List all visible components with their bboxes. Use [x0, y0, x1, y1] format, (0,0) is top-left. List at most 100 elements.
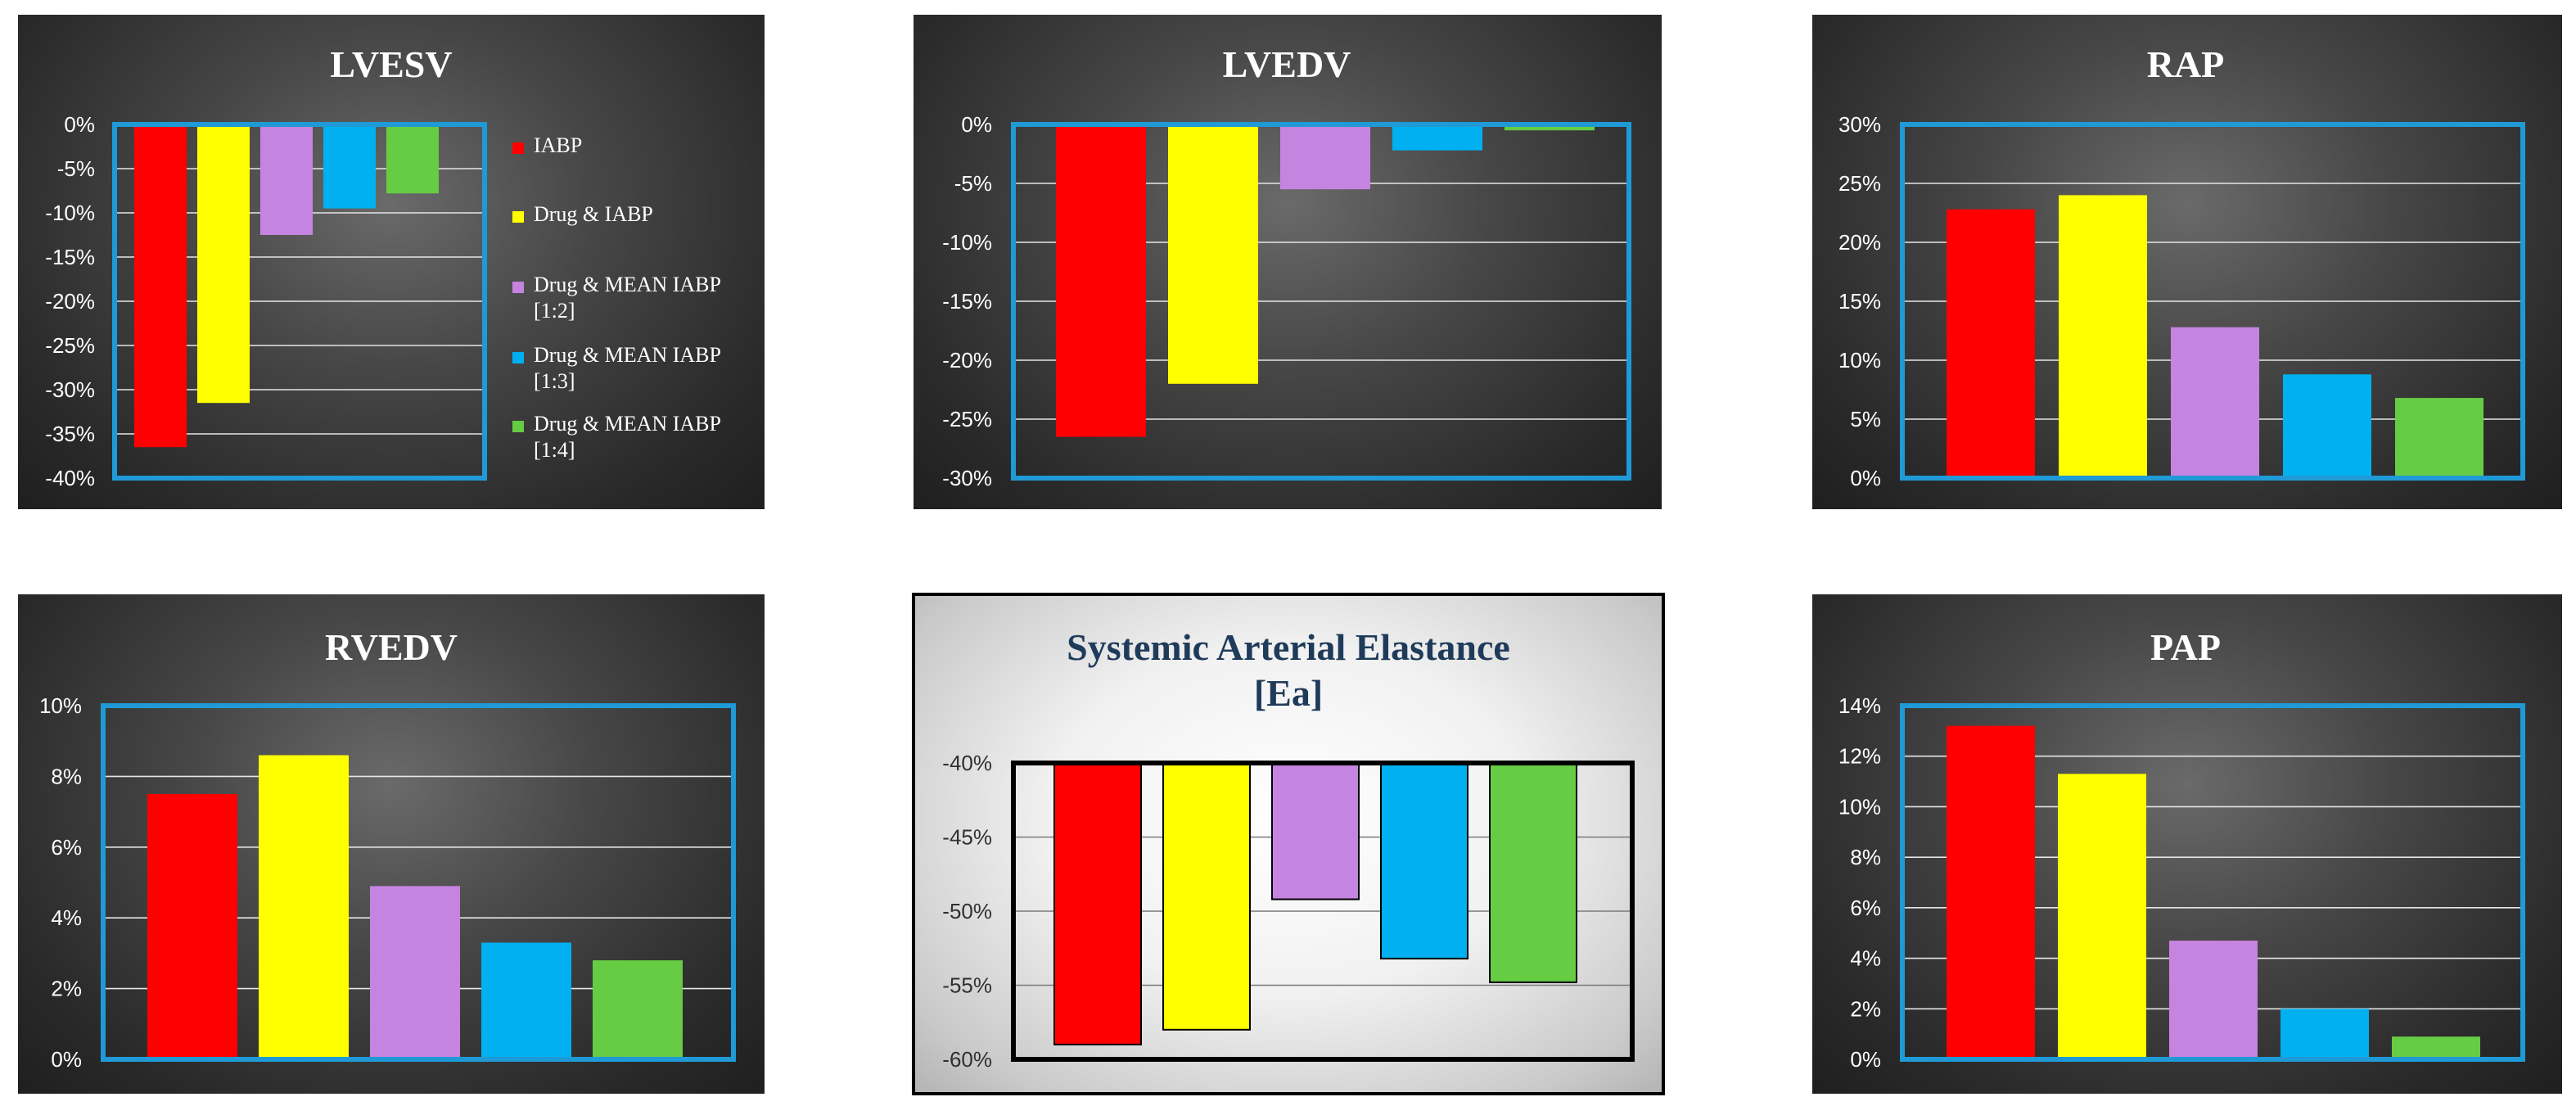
- lvesv-chart: LVESV 0% -5% -10% -15% -20% -25% -30% -35% -40% IA…: [45, 43, 721, 490]
- pap-chart-title: PAP: [2150, 626, 2221, 668]
- rvedv-y-tick-label: 4%: [51, 905, 82, 930]
- rvedv-bar-5: [593, 960, 683, 1059]
- ea-y-tick-label: -60%: [942, 1047, 992, 1072]
- pap-y-tick-label: 6%: [1850, 896, 1881, 920]
- lvesv-y-tick-label: -25%: [45, 333, 95, 358]
- rvedv-chart-title: RVEDV: [325, 626, 458, 668]
- lvedv-chart-title: LVEDV: [1223, 43, 1351, 85]
- ea-chart-title: Systemic Arterial Elastance: [1067, 626, 1510, 668]
- rap-y-tick-label: 5%: [1850, 407, 1881, 431]
- pap-y-tick-label: 10%: [1838, 794, 1881, 819]
- ea-bar-5: [1489, 762, 1577, 983]
- ea-bar-4: [1380, 762, 1468, 959]
- ea-chart-panel: Systemic Arterial Elastance [Ea] -40% -45% -…: [912, 593, 1665, 1095]
- lvesv-legend-label-4: [1:3]: [534, 369, 575, 393]
- lvedv-y-tick-label: -25%: [942, 407, 992, 431]
- pap-y-tick-label: 14%: [1838, 693, 1881, 718]
- ea-y-tick-label: -55%: [942, 973, 992, 998]
- pap-chart-panel: PAP 0% 2% 4% 6% 8% 10% 12% 14%: [1812, 594, 2562, 1094]
- ea-plot-frame: [1011, 761, 1635, 1062]
- pap-bar-2: [2058, 774, 2146, 1059]
- lvesv-legend-label-4: Drug & MEAN IABP: [534, 343, 721, 367]
- rap-y-tick-label: 0%: [1850, 466, 1881, 490]
- rap-bar-2: [2059, 195, 2147, 478]
- rvedv-bar-1: [147, 794, 237, 1059]
- rvedv-y-tick-label: 8%: [51, 764, 82, 788]
- lvesv-legend-swatch-4: [512, 352, 524, 363]
- lvesv-y-tick-label: -40%: [45, 466, 95, 490]
- pap-bar-5: [2392, 1036, 2480, 1059]
- rap-y-tick-label: 25%: [1838, 171, 1881, 196]
- ea-y-tick-label: -45%: [942, 825, 992, 850]
- lvedv-bar-1: [1056, 124, 1146, 437]
- pap-bar-4: [2281, 1009, 2369, 1059]
- pap-bar-1: [1947, 725, 2035, 1059]
- rap-plot-frame: [1900, 122, 2525, 481]
- lvesv-bar-3: [260, 124, 313, 235]
- lvesv-legend-label-5: [1:4]: [534, 438, 575, 462]
- lvesv-y-tick-label: -15%: [45, 245, 95, 269]
- lvesv-plot-frame: [112, 122, 487, 481]
- lvesv-bar-5: [386, 124, 439, 194]
- lvesv-legend-label-1: IABP: [534, 133, 582, 157]
- lvedv-y-tick-label: -20%: [942, 348, 992, 372]
- lvedv-chart-panel: LVEDV 0% -5% -10% -15% -20% -25% -30%: [914, 15, 1662, 509]
- lvesv-y-tick-label: -20%: [45, 289, 95, 314]
- rap-y-tick-label: 15%: [1838, 289, 1881, 314]
- pap-chart: PAP 0% 2% 4% 6% 8% 10% 12% 14%: [1838, 626, 2525, 1072]
- lvesv-legend-swatch-3: [512, 282, 524, 293]
- lvesv-y-tick-label: -10%: [45, 201, 95, 225]
- rap-bar-3: [2171, 327, 2259, 478]
- ea-bar-1: [1053, 762, 1142, 1045]
- rvedv-chart: RVEDV 0% 2% 4% 6% 8% 10%: [39, 626, 736, 1072]
- rvedv-plot-frame: [101, 703, 736, 1062]
- rap-chart-title: RAP: [2147, 43, 2225, 85]
- rvedv-bar-4: [481, 942, 571, 1059]
- rap-chart: RAP 0% 5% 10% 15% 20% 25% 30%: [1838, 43, 2525, 490]
- lvedv-bar-3: [1280, 124, 1370, 190]
- rvedv-bar-2: [259, 755, 349, 1059]
- ea-chart: Systemic Arterial Elastance[Ea] -40% -45% -…: [942, 626, 1635, 1072]
- lvedv-y-tick-label: -5%: [954, 171, 992, 196]
- lvesv-y-tick-label: -35%: [45, 422, 95, 446]
- lvesv-legend-label-2: Drug & IABP: [534, 202, 653, 226]
- lvesv-bar-1: [134, 124, 187, 448]
- rap-y-tick-label: 10%: [1838, 348, 1881, 372]
- lvesv-chart-title: LVESV: [330, 43, 452, 85]
- lvesv-y-tick-label: -5%: [57, 156, 95, 181]
- pap-y-tick-label: 2%: [1850, 996, 1881, 1021]
- lvesv-legend-label-5: Drug & MEAN IABP: [534, 412, 721, 436]
- lvedv-plot-frame: [1011, 122, 1631, 481]
- pap-y-tick-label: 0%: [1850, 1047, 1881, 1072]
- rvedv-y-tick-label: 6%: [51, 835, 82, 860]
- rap-bar-1: [1947, 209, 2035, 478]
- lvesv-legend-swatch-5: [512, 421, 524, 432]
- lvesv-legend-label-3: Drug & MEAN IABP: [534, 273, 721, 296]
- ea-bar-3: [1271, 762, 1360, 901]
- rap-bar-5: [2395, 398, 2484, 478]
- lvesv-y-tick-label: -30%: [45, 377, 95, 402]
- lvedv-bar-4: [1392, 124, 1482, 151]
- lvedv-bar-5: [1505, 124, 1595, 131]
- ea-y-tick-label: -50%: [942, 899, 992, 923]
- ea-chart-title: [Ea]: [1254, 672, 1323, 714]
- pap-y-tick-label: 8%: [1850, 845, 1881, 869]
- rap-bar-4: [2283, 374, 2371, 478]
- rap-y-tick-label: 30%: [1838, 112, 1881, 137]
- lvesv-chart-panel: LVESV 0% -5% -10% -15% -20% -25% -30% -35% -40% IA…: [18, 15, 765, 509]
- ea-y-tick-label: -40%: [942, 751, 992, 775]
- rvedv-y-tick-label: 0%: [51, 1047, 82, 1072]
- lvesv-y-tick-label: 0%: [64, 112, 95, 137]
- pap-bar-3: [2169, 940, 2258, 1059]
- ea-bar-2: [1162, 762, 1251, 1031]
- lvedv-y-tick-label: -15%: [942, 289, 992, 314]
- pap-y-tick-label: 4%: [1850, 946, 1881, 971]
- lvesv-bar-4: [323, 124, 376, 209]
- lvedv-chart: LVEDV 0% -5% -10% -15% -20% -25% -30%: [942, 43, 1631, 490]
- lvedv-bar-2: [1168, 124, 1258, 384]
- lvedv-y-tick-label: -30%: [942, 466, 992, 490]
- pap-plot-frame: [1900, 703, 2525, 1062]
- lvesv-legend-label-3: [1:2]: [534, 299, 575, 323]
- rap-y-tick-label: 20%: [1838, 230, 1881, 255]
- pap-y-tick-label: 12%: [1838, 744, 1881, 769]
